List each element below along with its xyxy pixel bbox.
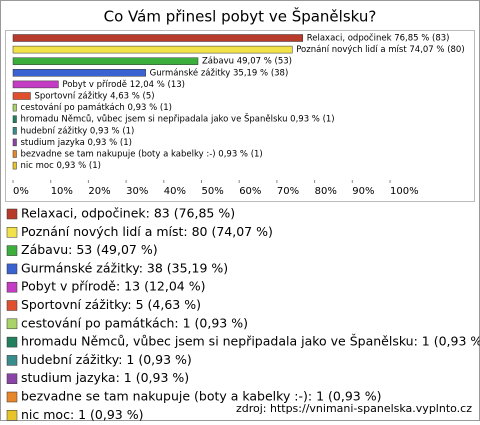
bar (12, 57, 199, 65)
bar (12, 150, 17, 158)
x-tick-label: 40% (164, 186, 186, 197)
data-label: Sportovní zážitky 4,63 % (5) (34, 92, 154, 102)
x-tick-label: 100% (390, 186, 419, 197)
legend-swatch (6, 355, 18, 366)
bar (12, 138, 17, 147)
bar (12, 103, 17, 112)
legend-label: Gurmánské zážitky: 38 (35,19 %) (21, 260, 228, 275)
legend-swatch (6, 245, 18, 256)
legend-label: Poznání nových lidí a míst: 80 (74,07 %) (21, 224, 273, 239)
bar (12, 69, 146, 77)
legend-label: cestování po památkách: 1 (0,93 %) (21, 315, 248, 330)
legend-swatch (6, 281, 18, 293)
bar (12, 115, 17, 123)
bar (12, 161, 17, 170)
data-label: Relaxaci, odpočinek 76,85 % (83) (307, 33, 450, 44)
legend-label: Pobyt v přírodě: 13 (12,04 %) (21, 279, 205, 294)
data-label: hromadu Němců, vůbec jsem si nepřipadala… (21, 113, 335, 125)
x-tick-label: 20% (88, 186, 110, 197)
x-tick-label: 80% (315, 186, 337, 197)
data-label: hudební zážitky 0,93 % (1) (21, 126, 135, 136)
x-tick-label: 50% (202, 186, 224, 197)
legend-label: hudební zážitky: 1 (0,93 %) (21, 352, 192, 367)
data-label: Zábavu 49,07 % (53) (202, 57, 292, 67)
legend-swatch (6, 300, 18, 311)
legend-swatch (6, 336, 18, 348)
source: zdroj: https://vnimani-spanelska.vyplnto… (236, 402, 472, 415)
data-label: bezvadne se tam nakupuje (boty a kabelky… (21, 150, 263, 160)
bar (12, 92, 31, 100)
legend-label: Sportovní zážitky: 5 (4,63 %) (21, 297, 201, 312)
data-label: nic moc 0,93 % (1) (21, 161, 101, 171)
legend-swatch (6, 227, 18, 238)
data-label: Poznání nových lidí a míst 74,07 % (80) (296, 45, 464, 55)
bar (12, 34, 303, 42)
x-tick-label: 90% (352, 186, 374, 197)
x-tick-label: 60% (239, 186, 261, 197)
chart-title: Co Vám přinesl pobyt ve Španělsku? (104, 7, 377, 26)
legend-swatch (6, 373, 18, 384)
bar (12, 127, 17, 135)
bar (12, 80, 59, 89)
legend-swatch (6, 208, 18, 220)
legend-label: nic moc: 1 (0,93 %) (21, 407, 144, 421)
x-tick-label: 0% (13, 186, 29, 197)
bar (12, 45, 293, 54)
legend-label: Zábavu: 53 (49,07 %) (21, 242, 158, 257)
legend-label: studium jazyka: 1 (0,93 %) (21, 370, 189, 385)
legend-label: bezvadne se tam nakupuje (boty a kabelky… (21, 389, 381, 404)
legend-swatch (6, 263, 18, 275)
x-tick-label: 70% (277, 186, 299, 197)
data-label: cestování po památkách 0,93 % (1) (21, 103, 172, 113)
data-label: Pobyt v přírodě 12,04 % (13) (62, 80, 185, 90)
legend-label: hromadu Němců, vůbec jsem si nepřipadala… (21, 334, 480, 349)
x-tick-label: 10% (51, 186, 73, 197)
x-tick-label: 30% (126, 186, 148, 197)
data-label: studium jazyka 0,93 % (1) (21, 138, 132, 148)
legend-swatch (6, 391, 18, 403)
legend-swatch (6, 318, 18, 330)
legend-label: Relaxaci, odpočinek: 83 (76,85 %) (21, 206, 235, 221)
data-label: Gurmánské zážitky 35,19 % (38) (150, 67, 289, 78)
legend-swatch (6, 410, 18, 421)
